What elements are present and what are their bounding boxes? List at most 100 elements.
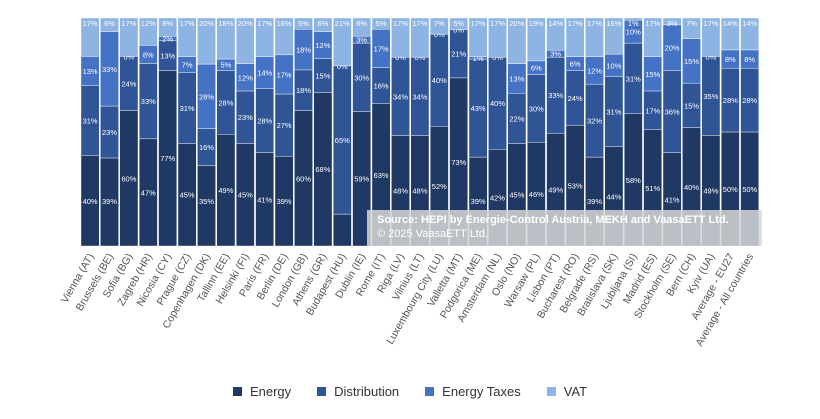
data-label-distribution-london-gb: 18% [296,86,311,95]
data-label-vat-podgorica-me: 17% [471,19,486,28]
data-label-vat-zagreb-hr: 12% [141,19,156,28]
legend-item-energy: Energy [232,384,292,399]
data-label-vat-bratislava-sk: 16% [606,19,621,28]
data-label-distribution-oslo-no: 22% [509,114,524,123]
data-label-distribution-prague-cz: 31% [180,104,195,113]
data-label-energy-taxes-nicosia-cy: 2% [162,35,173,44]
data-label-energy-zagreb-hr: 47% [141,188,156,197]
legend-swatch-energy [232,387,242,396]
data-label-distribution-average-eu27: 28% [723,96,738,105]
bar-vat-kyiv-ua [701,17,721,57]
data-label-distribution-bratislava-sk: 31% [606,108,621,117]
bar-vat-average-eu27 [721,17,740,51]
data-label-energy-taxes-amsterdam-nl: 0% [492,53,503,62]
data-label-energy-taxes-zagreb-hr: 8% [143,50,154,59]
data-label-vat-paris-fr: 17% [257,19,272,28]
bar-vat-madrid-es [643,17,662,57]
data-label-vat-luxembourg-city-lu: 7% [434,19,445,28]
data-label-distribution-zagreb-hr: 33% [141,97,156,106]
data-label-vat-sofia-bg: 17% [121,19,136,28]
legend-label-energy: Energy [249,384,292,399]
data-label-energy-taxes-warsaw-pl: 6% [531,64,542,73]
bar-vat-valletta-mt [449,17,469,30]
data-label-energy-athens-gr: 68% [315,165,330,174]
bar-vat-podgorica-me [468,17,488,57]
legend-label-distribution: Distribution [334,384,400,399]
data-label-energy-taxes-average-eu27: 8% [725,55,736,64]
data-label-energy-stockholm-se: 41% [665,195,680,204]
data-label-vat-brussels-be: 6% [104,19,115,28]
bar-vat-zagreb-hr [138,17,158,46]
data-label-energy-taxes-belgrade-rs: 12% [587,66,602,75]
data-label-energy-taxes-vienna-at: 13% [83,67,98,76]
data-label-energy-brussels-be: 39% [102,197,117,206]
data-label-vat-tallinn-ee: 18% [218,19,233,28]
data-label-energy-taxes-helsinki-fi: 12% [238,73,253,82]
chart-legend: Energy Distribution Energy Taxes VAT [0,384,820,399]
data-label-distribution-bern-ch: 15% [684,101,699,110]
data-label-distribution-kyiv-ua: 35% [703,92,718,101]
data-label-vat-riga-lv: 17% [393,19,408,28]
data-label-energy-taxes-sofia-bg: 0% [123,52,134,61]
data-label-distribution-amsterdam-nl: 40% [490,99,505,108]
data-label-vat-belgrade-rs: 17% [587,19,602,28]
data-label-vat-vienna-at: 17% [83,19,98,28]
source-line-1: Source: HEPI by Energie-Control Austria,… [377,214,729,226]
data-label-vat-london-gb: 5% [298,19,309,28]
data-label-energy-dublin-ie: 59% [354,175,369,184]
data-label-distribution-brussels-be: 23% [102,128,117,137]
data-label-energy-taxes-ljubljana-si: 10% [626,28,641,37]
data-label-energy-prague-cz: 45% [180,191,195,200]
bar-vat-vilnius-lt [410,17,430,58]
bar-vat-warsaw-pl [527,17,546,62]
data-label-energy-taxes-lisbon-pt: 3% [550,50,561,59]
data-label-vat-copenhagen-dk: 20% [199,19,214,28]
data-label-vat-helsinki-fi: 20% [238,19,253,28]
data-label-energy-copenhagen-dk: 35% [199,197,214,206]
bar-vat-london-gb [294,17,313,30]
data-label-energy-valletta-mt: 73% [451,158,466,167]
data-label-energy-kyiv-ua: 49% [703,187,718,196]
data-label-energy-madrid-es: 51% [645,184,660,193]
data-label-distribution-copenhagen-dk: 16% [199,143,214,152]
legend-item-vat: VAT [546,384,587,399]
data-label-energy-taxes-paris-fr: 14% [257,69,272,78]
data-label-distribution-athens-gr: 15% [315,72,330,81]
data-label-distribution-riga-lv: 34% [393,92,408,101]
data-label-distribution-bucharest-ro: 24% [568,94,583,103]
data-label-energy-luxembourg-city-lu: 52% [432,182,447,191]
data-label-energy-podgorica-me: 39% [471,197,486,206]
bar-vat-paris-fr [255,17,275,57]
data-label-energy-taxes-bucharest-ro: 6% [570,60,581,69]
bar-vat-copenhagen-dk [197,17,216,65]
data-label-distribution-budapest-hu: 65% [335,136,350,145]
data-label-distribution-stockholm-se: 36% [665,107,680,116]
data-label-vat-warsaw-pl: 19% [529,19,544,28]
data-label-energy-london-gb: 60% [296,174,311,183]
data-label-energy-taxes-athens-gr: 12% [315,41,330,50]
data-label-distribution-belgrade-rs: 32% [587,117,602,126]
legend-swatch-vat [546,387,556,396]
data-label-energy-bucharest-ro: 53% [568,182,583,191]
data-label-energy-taxes-copenhagen-dk: 28% [199,92,214,101]
bar-vat-stockholm-se [662,17,682,26]
data-label-vat-vilnius-lt: 17% [412,19,427,28]
data-label-distribution-podgorica-me: 43% [471,104,486,113]
bar-vat-lisbon-pt [546,17,565,51]
data-label-energy-taxes-budapest-hu: 0% [337,62,348,71]
data-label-vat-budapest-hu: 21% [335,19,350,28]
data-label-vat-oslo-no: 20% [509,19,524,28]
source-note: Source: HEPI by Energie-Control Austria,… [367,210,762,246]
data-label-energy-taxes-bern-ch: 15% [684,57,699,66]
bar-vat-ljubljana-si [624,17,643,21]
stacked-bar-chart: 40%31%13%17%Vienna (AT)39%23%33%6%Brusse… [59,17,759,348]
data-label-energy-nicosia-cy: 77% [160,154,175,163]
data-label-energy-taxes-bratislava-sk: 10% [606,61,621,70]
bar-vat-vienna-at [80,17,100,57]
legend-item-distribution: Distribution [317,384,399,399]
bar-vat-oslo-no [507,17,527,64]
data-label-vat-madrid-es: 17% [645,19,660,28]
bar-vat-bucharest-ro [565,17,585,57]
data-label-distribution-warsaw-pl: 30% [529,104,544,113]
data-label-energy-taxes-prague-cz: 7% [182,61,193,70]
